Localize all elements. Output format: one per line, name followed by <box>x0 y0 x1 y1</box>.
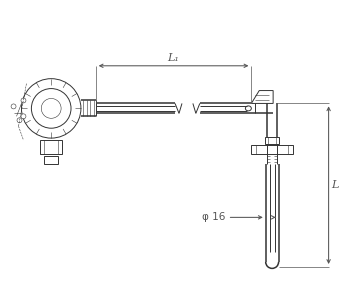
Circle shape <box>21 98 26 103</box>
Bar <box>251 145 293 154</box>
Text: φ 16: φ 16 <box>202 212 226 222</box>
Bar <box>40 140 62 154</box>
Text: L: L <box>332 180 339 190</box>
Circle shape <box>17 118 22 123</box>
Circle shape <box>41 98 61 118</box>
Bar <box>265 137 279 144</box>
Text: L₁: L₁ <box>168 53 180 63</box>
Circle shape <box>11 104 16 109</box>
Circle shape <box>21 114 26 119</box>
Circle shape <box>22 79 81 138</box>
Bar <box>44 156 58 164</box>
Circle shape <box>31 88 71 128</box>
